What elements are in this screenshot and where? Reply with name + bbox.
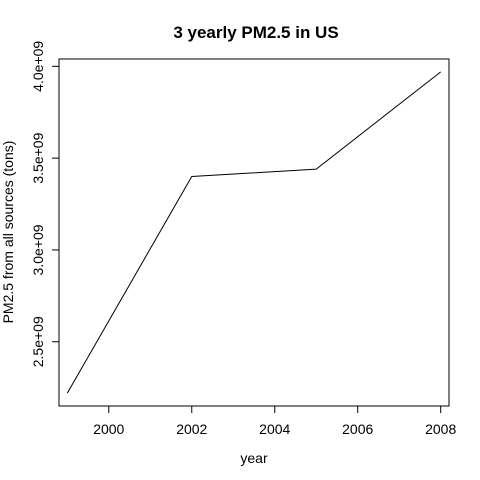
y-tick-label: 3.5e+09 [30,132,46,183]
x-tick-label: 2008 [425,421,456,437]
plot-area-frame [58,58,450,407]
y-tick-label: 3.0e+09 [30,224,46,275]
series-layer [66,71,442,394]
x-tick-label: 2004 [259,421,290,437]
y-axis: 2.5e+09 3.0e+09 3.5e+09 4.0e+09 [30,41,59,367]
x-tick-label: 2006 [342,421,373,437]
x-axis: 2000 2002 2004 2006 2008 [93,406,456,437]
chart-title: 3 yearly PM2.5 in US [173,23,338,42]
x-tick-label: 2002 [176,421,207,437]
x-axis-label: year [240,450,268,466]
y-axis-label: PM2.5 from all sources (tons) [0,141,16,324]
x-tick-label: 2000 [93,421,124,437]
y-tick-label: 2.5e+09 [30,316,46,367]
series-line-1 [66,71,442,394]
y-tick-label: 4.0e+09 [30,41,46,92]
